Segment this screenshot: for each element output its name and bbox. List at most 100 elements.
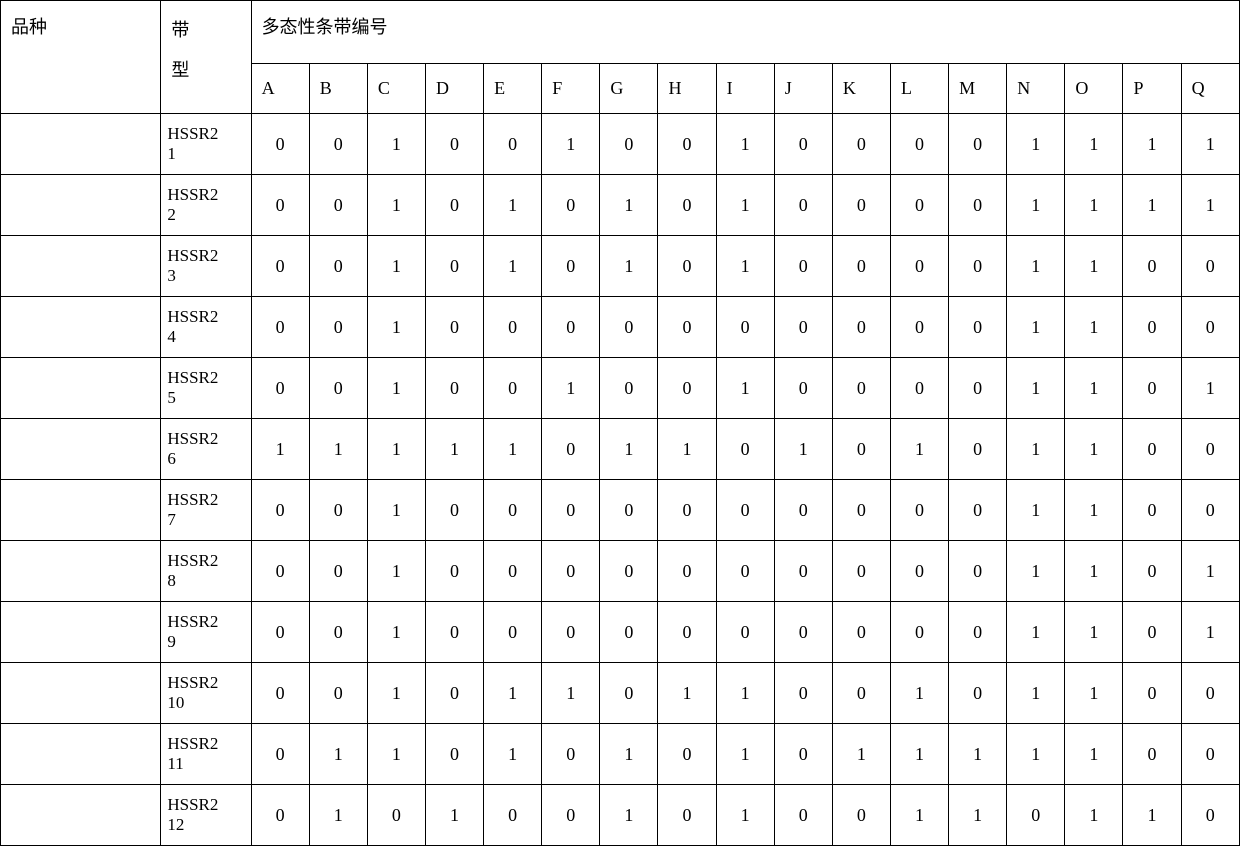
value-cell: 1	[1007, 724, 1065, 785]
value-cell: 0	[774, 785, 832, 846]
value-cell: 0	[1181, 785, 1239, 846]
value-cell: 1	[658, 663, 716, 724]
value-cell: 0	[542, 541, 600, 602]
table-row: HSSR21000101101100101100	[1, 663, 1240, 724]
value-cell: 1	[1181, 175, 1239, 236]
value-cell: 0	[774, 541, 832, 602]
value-cell: 0	[484, 297, 542, 358]
value-cell: 1	[367, 236, 425, 297]
value-cell: 1	[1065, 297, 1123, 358]
col-O: O	[1065, 64, 1123, 114]
value-cell: 1	[484, 663, 542, 724]
value-cell: 0	[251, 236, 309, 297]
value-cell: 1	[251, 419, 309, 480]
value-cell: 0	[774, 358, 832, 419]
value-cell: 0	[542, 236, 600, 297]
value-cell: 0	[832, 602, 890, 663]
header-group: 多态性条带编号	[251, 1, 1239, 64]
variety-cell	[1, 480, 161, 541]
value-cell: 1	[658, 419, 716, 480]
value-cell: 0	[949, 419, 1007, 480]
variety-cell	[1, 602, 161, 663]
value-cell: 0	[1123, 297, 1181, 358]
type-cell: HSSR26	[161, 419, 251, 480]
value-cell: 0	[832, 297, 890, 358]
value-cell: 1	[367, 663, 425, 724]
value-cell: 1	[1065, 602, 1123, 663]
variety-cell	[1, 724, 161, 785]
value-cell: 0	[890, 541, 948, 602]
type-cell: HSSR22	[161, 175, 251, 236]
variety-cell	[1, 175, 161, 236]
value-cell: 0	[251, 358, 309, 419]
value-cell: 0	[658, 114, 716, 175]
col-F: F	[542, 64, 600, 114]
value-cell: 1	[367, 480, 425, 541]
value-cell: 0	[600, 663, 658, 724]
type-cell: HSSR24	[161, 297, 251, 358]
value-cell: 0	[251, 602, 309, 663]
value-cell: 0	[484, 358, 542, 419]
value-cell: 1	[1007, 175, 1065, 236]
value-cell: 0	[949, 297, 1007, 358]
variety-cell	[1, 236, 161, 297]
value-cell: 1	[600, 236, 658, 297]
value-cell: 0	[251, 480, 309, 541]
value-cell: 0	[774, 602, 832, 663]
value-cell: 0	[716, 419, 774, 480]
value-cell: 0	[309, 297, 367, 358]
value-cell: 0	[600, 297, 658, 358]
value-cell: 0	[890, 236, 948, 297]
table-row: HSSR2900100000000001101	[1, 602, 1240, 663]
value-cell: 0	[600, 541, 658, 602]
col-J: J	[774, 64, 832, 114]
value-cell: 0	[309, 541, 367, 602]
value-cell: 0	[600, 480, 658, 541]
polymorphic-band-table: 品种 带型 多态性条带编号 A B C D E F G H I J K L M …	[0, 0, 1240, 846]
value-cell: 1	[1181, 541, 1239, 602]
value-cell: 0	[425, 236, 483, 297]
value-cell: 0	[774, 236, 832, 297]
value-cell: 0	[484, 480, 542, 541]
value-cell: 1	[832, 724, 890, 785]
value-cell: 1	[367, 541, 425, 602]
value-cell: 0	[832, 175, 890, 236]
value-cell: 0	[542, 419, 600, 480]
value-cell: 0	[600, 602, 658, 663]
value-cell: 1	[484, 175, 542, 236]
value-cell: 0	[367, 785, 425, 846]
value-cell: 0	[832, 785, 890, 846]
value-cell: 1	[600, 724, 658, 785]
value-cell: 1	[367, 358, 425, 419]
value-cell: 1	[716, 114, 774, 175]
value-cell: 0	[774, 480, 832, 541]
value-cell: 1	[890, 785, 948, 846]
header-type: 带型	[161, 1, 251, 114]
col-E: E	[484, 64, 542, 114]
value-cell: 0	[832, 358, 890, 419]
table-row: HSSR2100100100100001111	[1, 114, 1240, 175]
value-cell: 1	[425, 419, 483, 480]
value-cell: 0	[1123, 236, 1181, 297]
value-cell: 0	[1181, 419, 1239, 480]
value-cell: 1	[1065, 541, 1123, 602]
value-cell: 0	[1123, 358, 1181, 419]
value-cell: 0	[1123, 419, 1181, 480]
value-cell: 0	[425, 724, 483, 785]
type-cell: HSSR27	[161, 480, 251, 541]
table-row: HSSR2200101010100001111	[1, 175, 1240, 236]
value-cell: 0	[484, 602, 542, 663]
value-cell: 1	[1181, 114, 1239, 175]
value-cell: 0	[890, 358, 948, 419]
value-cell: 0	[890, 114, 948, 175]
value-cell: 0	[658, 358, 716, 419]
value-cell: 1	[309, 419, 367, 480]
value-cell: 1	[1065, 358, 1123, 419]
value-cell: 1	[716, 785, 774, 846]
value-cell: 0	[832, 236, 890, 297]
value-cell: 0	[425, 297, 483, 358]
value-cell: 0	[309, 358, 367, 419]
value-cell: 1	[309, 724, 367, 785]
table-body: HSSR2100100100100001111HSSR2200101010100…	[1, 114, 1240, 846]
value-cell: 0	[251, 663, 309, 724]
